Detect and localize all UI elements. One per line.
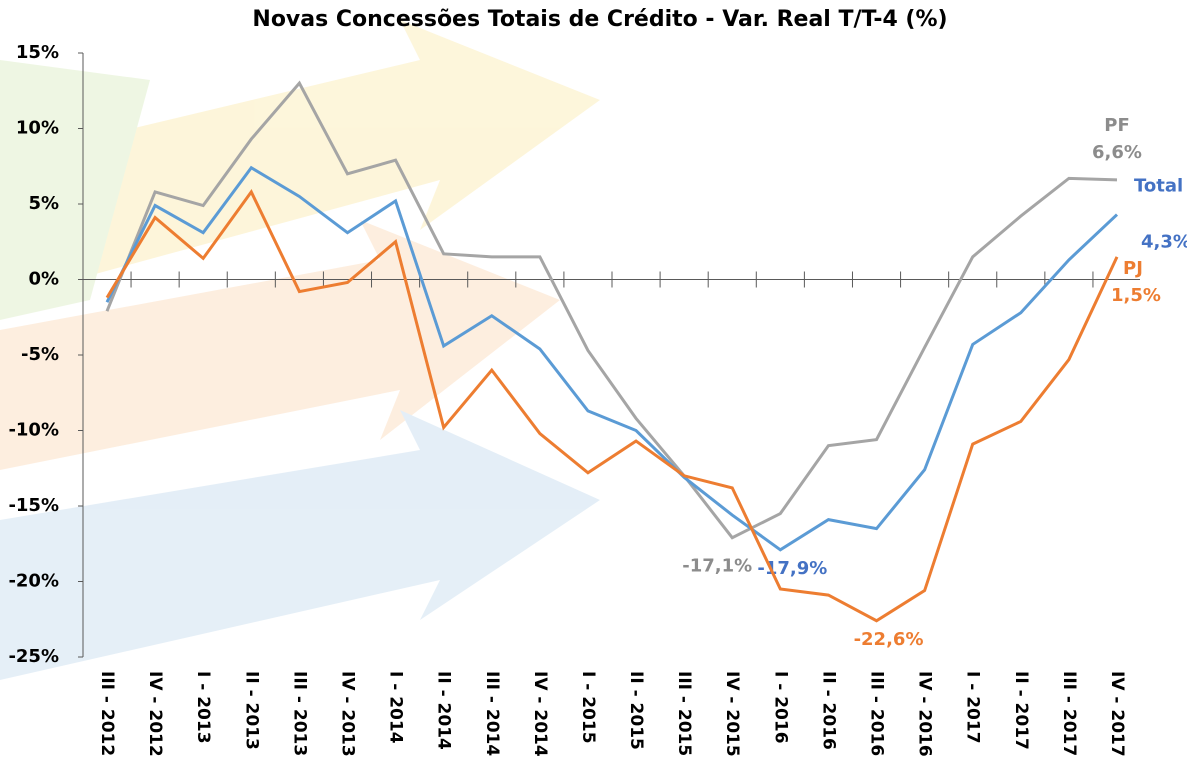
- x-tick-label: I - 2015: [578, 671, 598, 744]
- x-tick-label: I - 2014: [386, 671, 406, 744]
- data-label: -17,1%: [682, 556, 752, 577]
- line-series: [105, 165, 1119, 552]
- x-tick-label: II - 2015: [626, 671, 646, 750]
- data-label: -17,9%: [757, 558, 827, 579]
- background-decoration: [0, 20, 600, 680]
- x-tick-label: II - 2016: [818, 671, 838, 750]
- y-tick-label: -25%: [8, 646, 59, 667]
- y-tick-label: 5%: [28, 193, 59, 214]
- y-tick-label: 15%: [16, 42, 59, 63]
- x-tick-label: I - 2016: [770, 671, 790, 744]
- legend-label: Total: [1134, 176, 1183, 197]
- x-tick-label: III - 2016: [867, 671, 887, 756]
- data-label: 1,5%: [1111, 285, 1161, 306]
- x-tick-label: IV - 2017: [1107, 671, 1127, 757]
- y-tick-label: -5%: [21, 344, 59, 365]
- line-series: [105, 189, 1119, 623]
- x-tick-label: III - 2012: [97, 671, 117, 756]
- x-tick-label: IV - 2012: [145, 671, 165, 757]
- x-tick-label: III - 2015: [674, 671, 694, 756]
- y-tick-label: -15%: [8, 495, 59, 516]
- x-tick-label: II - 2017: [1011, 671, 1031, 750]
- line-series: [105, 80, 1118, 540]
- x-tick-label: III - 2014: [482, 671, 502, 756]
- x-tick-label: IV - 2013: [337, 671, 357, 757]
- y-tick-label: 10%: [16, 118, 59, 139]
- data-label: 6,6%: [1092, 142, 1142, 163]
- y-tick-label: 0%: [28, 269, 59, 290]
- chart-title: Novas Concessões Totais de Crédito - Var…: [252, 7, 947, 32]
- x-tick-label: I - 2017: [963, 671, 983, 744]
- legend-label: PF: [1104, 115, 1130, 136]
- legend-label: PJ: [1123, 258, 1143, 279]
- x-tick-label: III - 2013: [289, 671, 309, 756]
- x-tick-label: IV - 2014: [530, 671, 550, 757]
- data-label: -22,6%: [854, 629, 924, 650]
- x-tick-label: II - 2014: [434, 671, 454, 750]
- data-label: 4,3%: [1141, 232, 1187, 253]
- y-tick-label: -20%: [8, 571, 59, 592]
- x-tick-label: II - 2013: [241, 671, 261, 750]
- x-tick-label: I - 2013: [193, 671, 213, 744]
- x-tick-label: III - 2017: [1059, 671, 1079, 756]
- x-tick-label: IV - 2016: [915, 671, 935, 757]
- x-tick-label: IV - 2015: [722, 671, 742, 757]
- y-tick-label: -10%: [8, 420, 59, 441]
